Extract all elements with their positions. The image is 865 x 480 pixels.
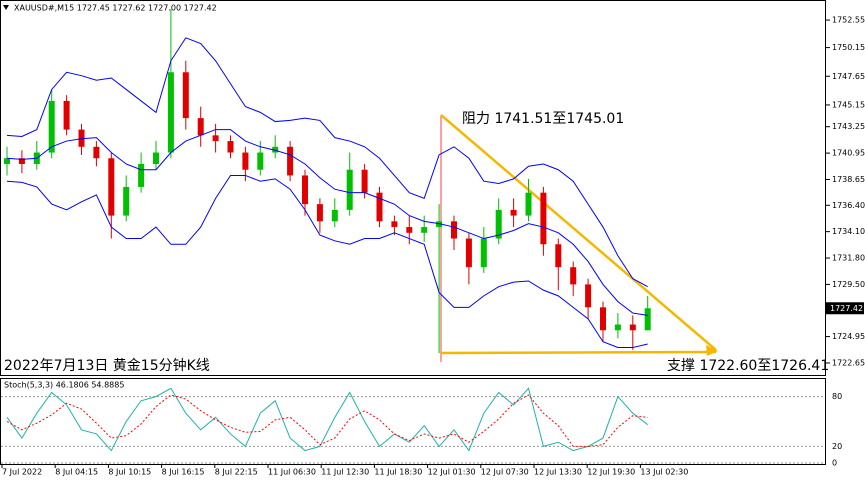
candle-body: [93, 146, 100, 159]
candle-body: [123, 186, 130, 216]
candle-body: [376, 192, 383, 222]
candle-body: [644, 308, 651, 331]
candle-body: [108, 158, 115, 216]
candle-body: [614, 324, 621, 331]
candle-body: [63, 100, 70, 130]
x-tick-label: 13 Jul 02:30: [640, 468, 688, 477]
y-tick-label: 1740.95: [832, 149, 865, 158]
candle-body: [406, 227, 413, 233]
candle-body: [540, 192, 547, 245]
candle-body: [182, 72, 189, 119]
x-tick-label: 11 Jul 12:30: [321, 468, 369, 477]
bollinger-band: [6, 174, 648, 348]
y-tick-label: 1743.25: [832, 122, 865, 131]
x-tick-label: 11 Jul 06:30: [268, 468, 316, 477]
y-tick-label: 1752.55: [832, 16, 865, 25]
header-icon: [3, 5, 9, 10]
candle-body: [480, 238, 487, 268]
y-tick-label: 1729.50: [832, 280, 865, 289]
indicator-title: Stoch(5,3,3) 46.1806 54.8885: [4, 381, 124, 390]
stoch-line: [6, 394, 648, 447]
x-tick-label: 12 Jul 07:30: [481, 468, 529, 477]
candle-body: [495, 209, 502, 239]
candle-body: [421, 227, 428, 233]
candle-body: [48, 100, 55, 153]
candle-body: [18, 158, 25, 164]
candle-body: [585, 284, 592, 308]
candle-body: [451, 221, 457, 239]
y-tick-label: 1738.65: [832, 175, 865, 184]
y-tick-label: 20: [832, 442, 842, 451]
y-tick-label: 1731.80: [832, 254, 865, 263]
y-tick-label: 1722.65: [832, 358, 865, 367]
candle-body: [316, 204, 323, 222]
candle-body: [78, 129, 85, 147]
x-tick-label: 12 Jul 13:30: [534, 468, 582, 477]
candle-body: [272, 146, 279, 153]
indicator-panel: [0, 378, 826, 465]
candle-body: [167, 72, 174, 153]
x-tick-label: 12 Jul 01:30: [428, 468, 476, 477]
y-tick-label: 0: [832, 459, 837, 468]
candle-body: [242, 152, 249, 170]
candle-body: [570, 267, 577, 285]
candle-body: [197, 118, 204, 136]
current-price: 1727.42: [830, 304, 863, 313]
candle-body: [331, 209, 338, 222]
y-tick-label: 80: [832, 392, 842, 401]
candle-body: [555, 244, 562, 268]
x-tick-label: 8 Jul 16:15: [162, 468, 205, 477]
stoch-line: [6, 387, 649, 452]
candle-body: [287, 146, 294, 176]
candle-body: [361, 169, 368, 193]
x-tick-label: 8 Jul 22:15: [215, 468, 258, 477]
y-tick-label: 1736.40: [832, 201, 865, 210]
candle-body: [302, 175, 308, 205]
candle-body: [465, 238, 472, 268]
candle-body: [4, 158, 10, 164]
y-tick-label: 1747.65: [832, 72, 865, 81]
annotation: 支撑 1722.60至1726.41: [667, 358, 829, 374]
candle-body: [257, 152, 264, 170]
main-panel: [0, 0, 826, 376]
candle-body: [227, 141, 234, 153]
header: XAUUSD#,M15 1727.45 1727.62 1727.00 1727…: [14, 4, 217, 13]
candle-body: [391, 221, 398, 228]
candle-body: [510, 209, 517, 216]
candle-body: [346, 169, 353, 210]
candle-body: [138, 163, 145, 187]
x-tick-label: 12 Jul 19:30: [587, 468, 635, 477]
bollinger-band: [6, 129, 648, 316]
y-tick-label: 1750.15: [832, 43, 865, 52]
x-tick-label: 7 Jul 2022: [2, 468, 42, 477]
chart-title: 2022年7月13日 黄金15分钟K线: [4, 357, 210, 374]
y-tick-label: 1724.95: [832, 332, 865, 341]
arrow-head: [706, 345, 718, 356]
candle-body: [436, 221, 443, 228]
support-line: [440, 350, 717, 355]
annotation: 阻力 1741.51至1745.01: [462, 111, 624, 127]
candle-body: [153, 152, 159, 164]
resistance-line: [440, 114, 717, 351]
y-tick-label: 1734.10: [832, 227, 865, 236]
candle-body: [629, 324, 636, 331]
candle-body: [212, 135, 219, 142]
x-tick-label: 11 Jul 18:30: [374, 468, 422, 477]
price-label-box: [826, 302, 864, 315]
candle-body: [600, 307, 606, 331]
x-tick-label: 8 Jul 10:15: [108, 468, 151, 477]
y-tick-label: 1745.15: [832, 100, 865, 109]
candle-body: [525, 192, 532, 216]
x-tick-label: 8 Jul 04:15: [55, 468, 98, 477]
bollinger-band: [6, 37, 648, 288]
